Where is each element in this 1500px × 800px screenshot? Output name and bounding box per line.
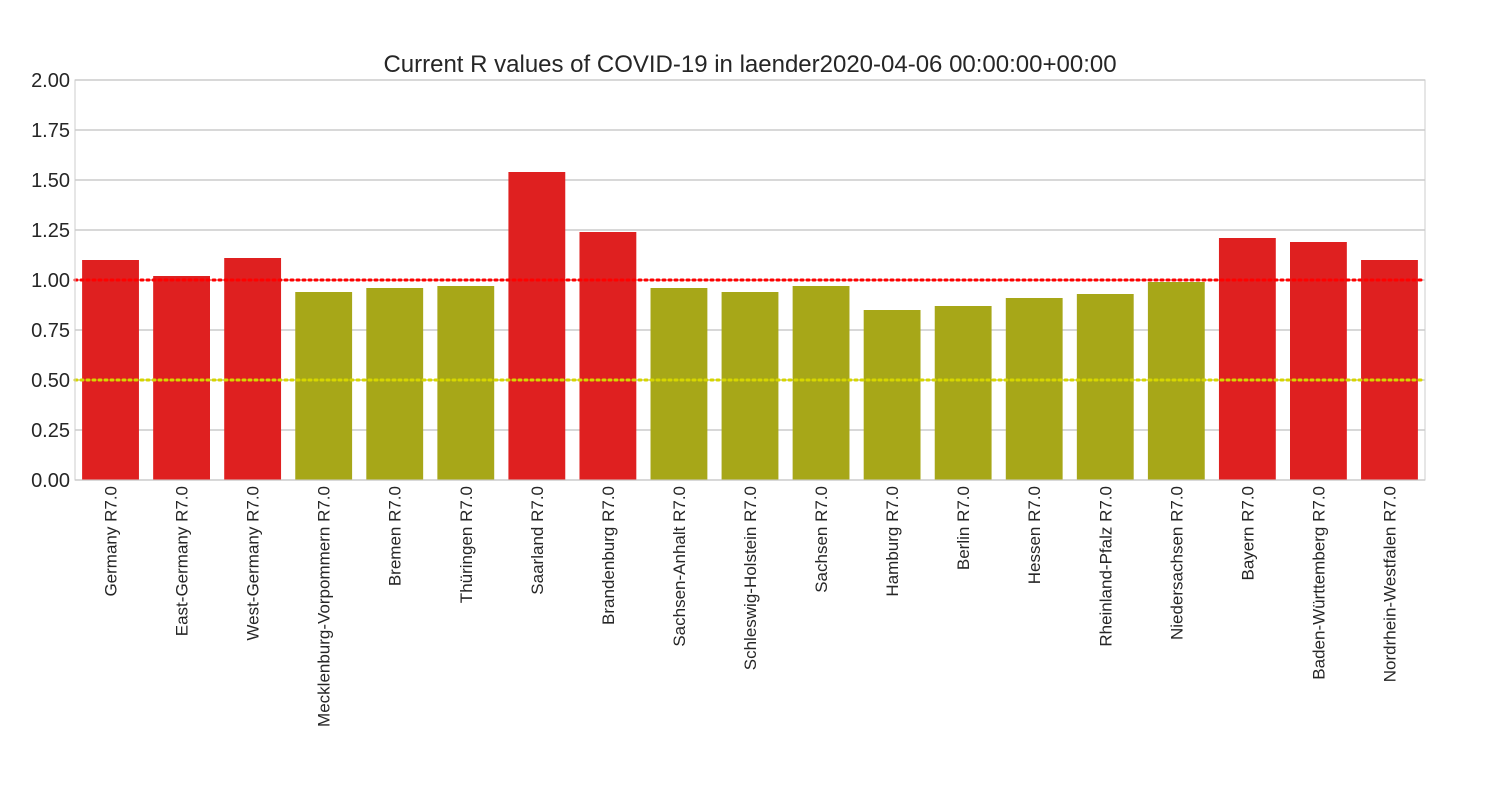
chart-title: Current R values of COVID-19 in laender2… <box>383 51 1116 78</box>
bar <box>224 258 282 480</box>
bar <box>366 288 424 480</box>
x-tick-label: West-Germany R7.0 <box>244 486 263 641</box>
x-tick-label: Saarland R7.0 <box>528 486 547 595</box>
bar <box>1290 242 1347 480</box>
x-tick-label: Hessen R7.0 <box>1025 486 1044 584</box>
bar <box>1005 298 1063 480</box>
y-tick-label: 1.50 <box>31 170 70 192</box>
bar <box>82 260 139 480</box>
y-tick-label: 0.75 <box>31 320 70 342</box>
y-tick-label: 0.00 <box>31 470 70 492</box>
bar <box>579 232 637 480</box>
bar <box>934 306 992 480</box>
x-tick-label: Sachsen R7.0 <box>812 486 831 593</box>
x-tick-label: Nordrhein-Westfalen R7.0 <box>1380 486 1399 682</box>
y-tick-label: 0.50 <box>31 370 70 392</box>
bar <box>650 288 708 480</box>
bar <box>1076 294 1134 480</box>
reference-lines <box>73 278 1427 382</box>
x-tick-label: Mecklenburg-Vorpommern R7.0 <box>315 486 334 727</box>
x-tick-label: Sachsen-Anhalt R7.0 <box>670 486 689 647</box>
bar <box>437 286 495 480</box>
bar <box>295 292 353 480</box>
y-tick-label: 1.75 <box>31 120 70 142</box>
x-tick-label: Hamburg R7.0 <box>883 486 902 597</box>
x-tick-label: Berlin R7.0 <box>954 486 973 570</box>
y-tick-label: 1.25 <box>31 220 70 242</box>
x-tick-label: Thüringen R7.0 <box>457 486 476 603</box>
bar <box>792 286 850 480</box>
x-tick-label: Baden-Württemberg R7.0 <box>1309 486 1328 680</box>
y-axis-ticks: 0.00 0.25 0.50 0.75 1.00 1.25 1.50 1.75 2.00 <box>31 70 70 492</box>
y-tick-label: 0.25 <box>31 420 70 442</box>
bar <box>721 292 779 480</box>
x-tick-label: Niedersachsen R7.0 <box>1167 486 1186 640</box>
bar <box>508 172 566 480</box>
x-tick-label: Brandenburg R7.0 <box>599 486 618 625</box>
x-tick-label: Germany R7.0 <box>102 486 121 597</box>
y-tick-label: 2.00 <box>31 70 70 92</box>
x-tick-label: Bayern R7.0 <box>1238 486 1257 581</box>
bar <box>1218 238 1276 480</box>
x-axis-ticks: Germany R7.0 East-Germany R7.0 West-German… <box>102 486 1400 727</box>
y-tick-label: 1.00 <box>31 270 70 292</box>
x-tick-label: Rheinland-Pfalz R7.0 <box>1096 486 1115 647</box>
x-tick-label: East-Germany R7.0 <box>173 486 192 636</box>
bar <box>153 276 210 480</box>
x-tick-label: Schleswig-Holstein R7.0 <box>741 486 760 670</box>
x-tick-label: Bremen R7.0 <box>386 486 405 586</box>
plot-frame <box>74 79 1426 481</box>
bar-group <box>82 172 1418 480</box>
bar <box>1361 260 1418 480</box>
bar <box>863 310 921 480</box>
